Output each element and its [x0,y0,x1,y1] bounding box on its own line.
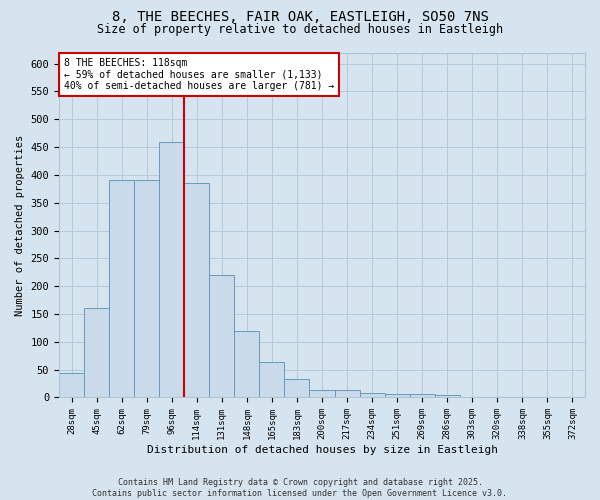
Text: Contains HM Land Registry data © Crown copyright and database right 2025.
Contai: Contains HM Land Registry data © Crown c… [92,478,508,498]
Bar [59,373,84,398]
Text: 8, THE BEECHES, FAIR OAK, EASTLEIGH, SO50 7NS: 8, THE BEECHES, FAIR OAK, EASTLEIGH, SO5… [112,10,488,24]
Bar [410,394,435,398]
Text: Size of property relative to detached houses in Eastleigh: Size of property relative to detached ho… [97,22,503,36]
Bar [385,394,410,398]
Bar [284,379,310,398]
Bar [259,362,284,398]
Bar [310,390,335,398]
Bar [159,142,184,398]
Bar [184,184,209,398]
Bar [435,394,460,398]
Bar [209,275,235,398]
Text: 8 THE BEECHES: 118sqm
← 59% of detached houses are smaller (1,133)
40% of semi-d: 8 THE BEECHES: 118sqm ← 59% of detached … [64,58,335,91]
Bar [335,390,359,398]
Bar [134,180,159,398]
Bar [109,180,134,398]
Bar [359,393,385,398]
Y-axis label: Number of detached properties: Number of detached properties [15,134,25,316]
Bar [235,330,259,398]
X-axis label: Distribution of detached houses by size in Eastleigh: Distribution of detached houses by size … [146,445,497,455]
Bar [84,308,109,398]
